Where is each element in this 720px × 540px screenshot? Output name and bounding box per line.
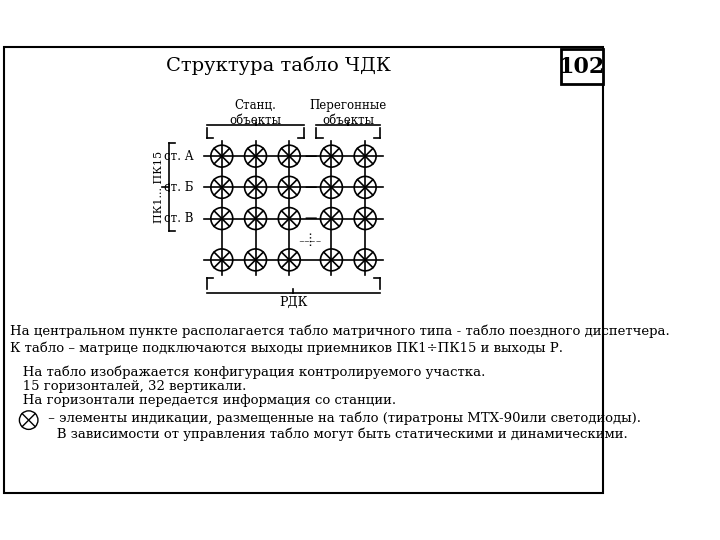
Text: Станц.
объекты: Станц. объекты [230,99,282,127]
Text: Структура табло ЧДК: Структура табло ЧДК [166,56,391,76]
Text: ст. В: ст. В [164,212,194,225]
Text: Перегонные
объекты: Перегонные объекты [310,99,387,127]
Text: ПК1... ПК15: ПК1... ПК15 [153,151,163,224]
Text: К табло – матрице подключаются выходы приемников ПК1÷ПК15 и выходы Р.: К табло – матрице подключаются выходы пр… [10,342,563,355]
Text: 102: 102 [559,56,605,78]
Text: —: — [304,212,317,225]
Text: На горизонтали передается информация со станции.: На горизонтали передается информация со … [10,394,396,407]
FancyBboxPatch shape [561,49,603,84]
Text: – элементы индикации, размещенные на табло (тиратроны МТХ-90или светодиоды).: – элементы индикации, размещенные на таб… [44,411,641,425]
Text: ~~~~: ~~~~ [299,240,322,246]
Text: РДК: РДК [279,296,307,309]
Text: ст. А: ст. А [164,150,194,163]
Text: —: — [304,181,317,194]
Text: 15 горизонталей, 32 вертикали.: 15 горизонталей, 32 вертикали. [10,380,246,393]
Text: На центральном пункте располагается табло матричного типа - табло поездного дисп: На центральном пункте располагается табл… [10,325,670,339]
Text: На табло изображается конфигурация контролируемого участка.: На табло изображается конфигурация контр… [10,365,485,379]
Text: —: — [304,150,317,163]
Text: ст. Б: ст. Б [164,181,194,194]
Text: В зависимости от управления табло могут быть статическими и динамическими.: В зависимости от управления табло могут … [44,428,628,441]
